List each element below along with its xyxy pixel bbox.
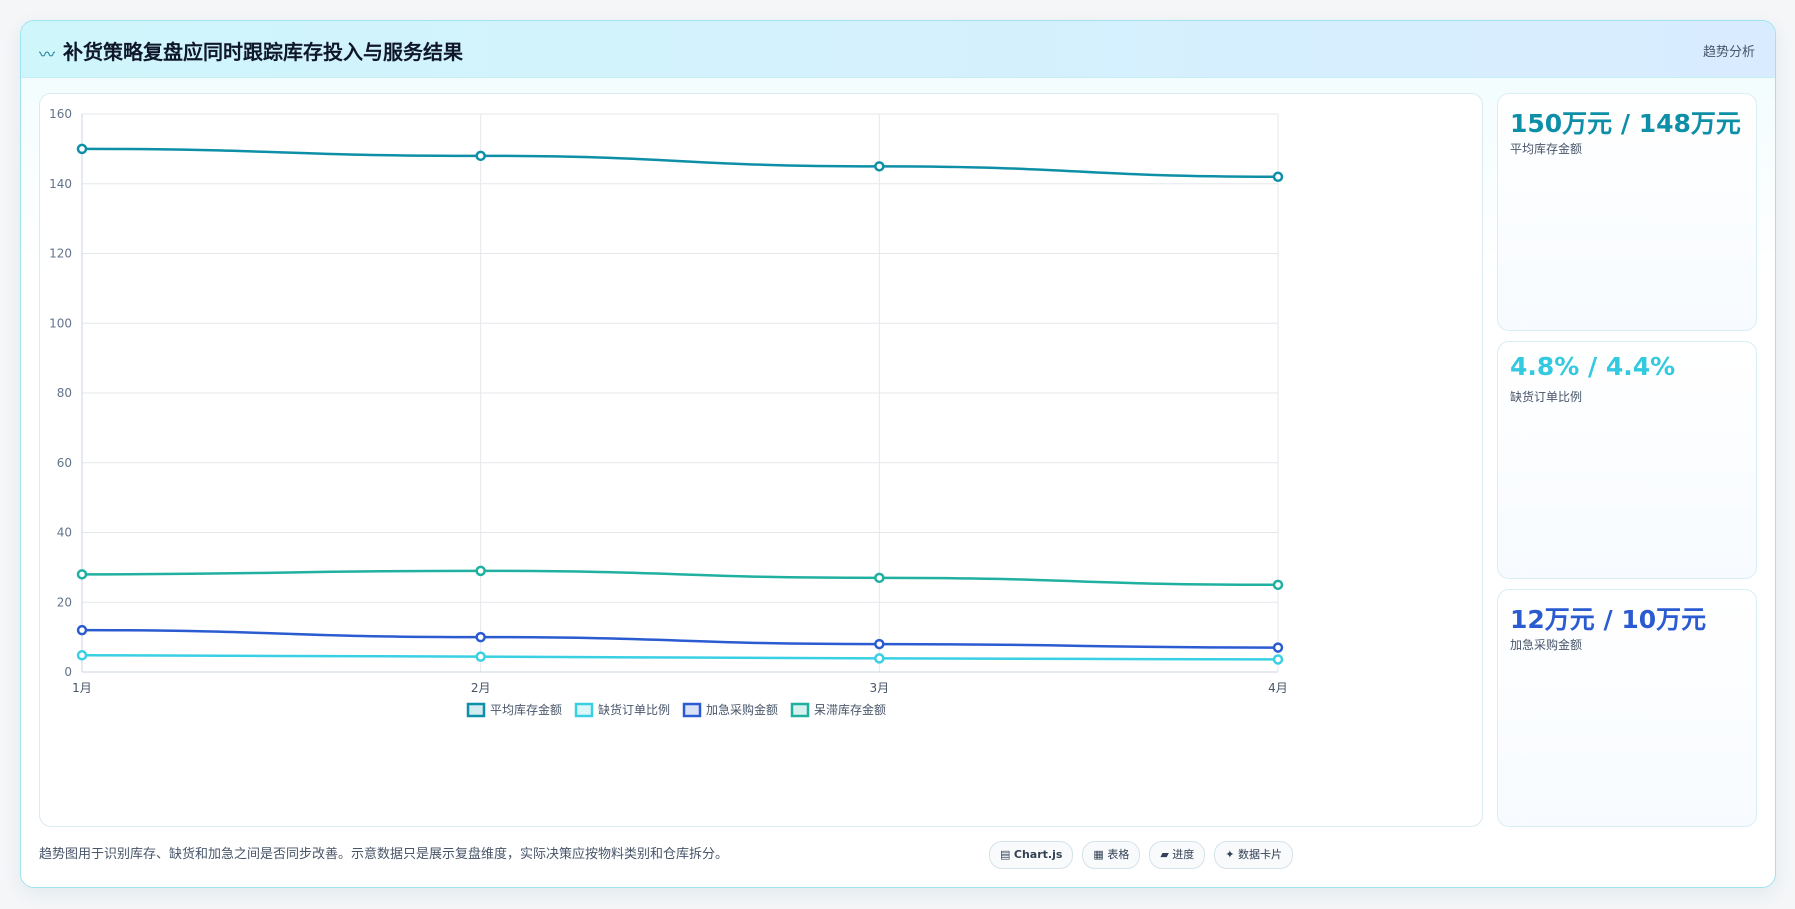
y-tick-label: 140 [49, 177, 72, 191]
line-chart-panel: 0 20 40 60 80 100 120 140 160 1月 2月 3月 4月平均库存金额 缺货订单比… [39, 93, 1483, 827]
x-tick-label: 4月 [1268, 681, 1288, 695]
chip-label: 进度 [1172, 848, 1195, 861]
x-tick-label: 3月 [870, 681, 890, 695]
kpi-label: 缺货订单比例 [1510, 390, 1583, 404]
series-line-2 [81, 628, 1279, 649]
feature-chips: ▤ Chart.js ▦ 表格 ▰ 进度 ✦ 数据卡片 [989, 841, 1294, 869]
page-title: 补货策略复盘应同时跟踪库存投入与服务结果 [63, 40, 463, 64]
series-line-1 [81, 654, 1279, 661]
chip-table[interactable]: ▦ 表格 [1082, 841, 1141, 869]
chart-icon: ▤ [1000, 848, 1011, 861]
y-tick-label: 120 [49, 247, 72, 261]
legend-swatch [574, 702, 594, 718]
chip-label: 表格 [1107, 848, 1130, 861]
legend-label: 呆滞库存金额 [814, 702, 886, 717]
sparkle-icon: ✦ [1225, 848, 1235, 861]
table-icon: ▦ [1093, 848, 1104, 861]
chip-progress[interactable]: ▰ 进度 [1149, 841, 1206, 869]
data-point [1272, 171, 1284, 183]
progress-icon: ▰ [1160, 848, 1169, 861]
data-point [874, 638, 885, 650]
kpi-card-stockout-ratio: 4.8% / 4.4% 缺货订单比例 [1497, 341, 1757, 579]
y-tick-label: 0 [64, 665, 72, 679]
kpi-card-rush-purchase: 12万元 / 10万元 加急采购金额 [1497, 589, 1757, 827]
kpi-value: 4.8% / 4.4% [1510, 352, 1676, 381]
chip-data-card[interactable]: ✦ 数据卡片 [1214, 841, 1294, 869]
legend-label: 平均库存金额 [490, 702, 562, 717]
legend-label: 加急采购金额 [706, 702, 778, 717]
x-tick-label: 2月 [471, 681, 491, 695]
y-tick-label: 100 [49, 316, 72, 330]
chip-label: Chart.js [1013, 848, 1063, 861]
y-tick-label: 60 [57, 456, 72, 470]
series-line-0 [81, 147, 1279, 179]
data-point [475, 651, 486, 662]
data-point [1272, 654, 1284, 665]
kpi-card-avg-inventory: 150万元 / 148万元 平均库存金额 [1497, 93, 1757, 331]
kpi-label: 平均库存金额 [1510, 142, 1583, 156]
y-tick-label: 80 [57, 386, 72, 400]
data-point [874, 572, 885, 584]
data-point [874, 161, 885, 172]
legend-swatch [790, 702, 810, 718]
y-tick-label: 20 [57, 595, 72, 609]
legend-swatch [682, 702, 702, 718]
y-tick-label: 40 [57, 526, 72, 540]
kpi-value: 150万元 / 148万元 [1510, 109, 1741, 138]
data-point [874, 653, 885, 664]
data-point [76, 143, 88, 155]
y-tick-label: 160 [49, 107, 72, 121]
legend-label: 缺货订单比例 [598, 702, 670, 717]
data-point [475, 565, 486, 577]
data-point [76, 569, 88, 580]
legend-swatch [466, 702, 486, 718]
footnote: 趋势图用于识别库存、缺货和加急之间是否同步改善。示意数据只是展示复盘维度，实际决… [39, 847, 729, 862]
data-point [1272, 642, 1284, 653]
chip-label: 数据卡片 [1238, 848, 1283, 861]
data-point [475, 631, 486, 643]
data-point [76, 624, 88, 636]
data-point [76, 650, 88, 661]
report-card: 〰 补货策略复盘应同时跟踪库存投入与服务结果 趋势分析 0 20 40 60 80 100… [20, 20, 1776, 888]
data-point [1272, 579, 1284, 591]
data-point [475, 150, 486, 162]
kpi-value: 12万元 / 10万元 [1510, 605, 1707, 634]
chart-trend-icon: 〰 [39, 45, 56, 64]
chip-chartjs[interactable]: ▤ Chart.js [989, 841, 1074, 869]
header-tag: 趋势分析 [1702, 45, 1755, 60]
x-tick-label: 1月 [72, 681, 92, 695]
series-line-3 [81, 569, 1279, 587]
kpi-label: 加急采购金额 [1510, 638, 1583, 652]
card-header: 〰 补货策略复盘应同时跟踪库存投入与服务结果 趋势分析 [21, 21, 1775, 78]
